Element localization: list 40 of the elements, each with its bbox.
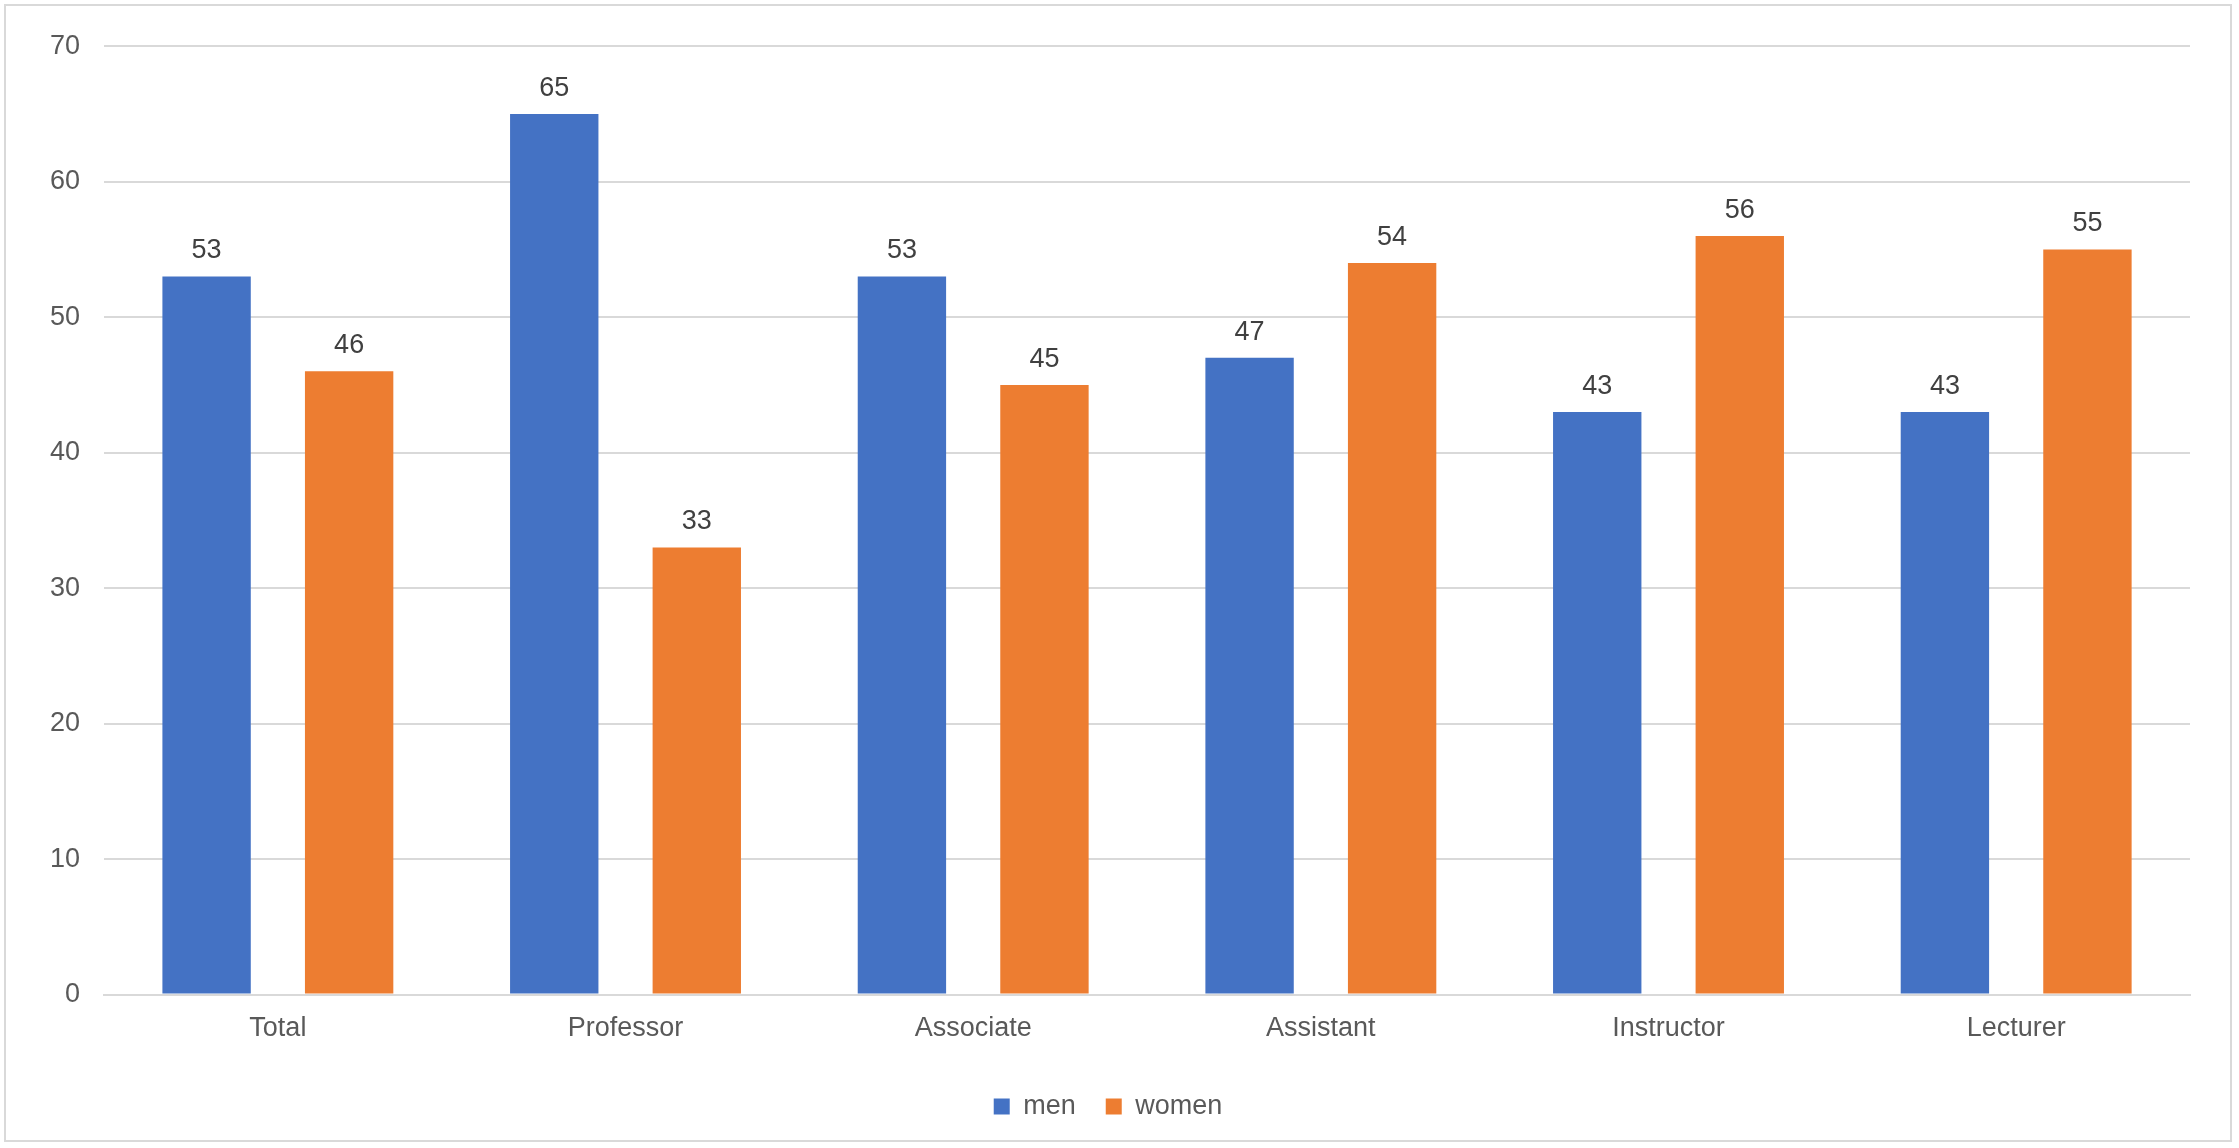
- bar: [1553, 412, 1642, 994]
- x-tick-label: Lecturer: [1966, 1012, 2066, 1043]
- bar: [2043, 249, 2132, 994]
- y-tick-label: 50: [49, 300, 81, 331]
- bar: [857, 276, 947, 994]
- data-label: 45: [1029, 342, 1060, 373]
- data-label: 53: [191, 234, 222, 265]
- data-label: 47: [1234, 315, 1265, 346]
- bar: [510, 113, 599, 994]
- data-label: 55: [2072, 207, 2103, 238]
- data-label: 46: [334, 329, 365, 360]
- bar: [304, 371, 394, 994]
- y-tick-label: 30: [49, 571, 81, 602]
- data-label: 54: [1377, 220, 1408, 251]
- data-label: 33: [681, 505, 712, 536]
- x-tick-label: Assistant: [1266, 1012, 1377, 1043]
- data-label: 56: [1724, 193, 1755, 224]
- y-tick-label: 0: [65, 978, 81, 1009]
- data-label: 43: [1582, 369, 1613, 400]
- y-tick-label: 20: [49, 707, 81, 738]
- data-label: 53: [886, 234, 917, 265]
- data-label: 65: [539, 71, 570, 102]
- y-tick-label: 60: [49, 165, 81, 196]
- bar: [652, 547, 741, 994]
- legend-label: men: [1023, 1089, 1076, 1120]
- bar: [1347, 262, 1437, 994]
- y-tick-label: 70: [49, 29, 81, 60]
- x-tick-label: Associate: [914, 1012, 1032, 1043]
- bar: [162, 276, 251, 994]
- x-tick-label: Total: [249, 1012, 307, 1043]
- bar: [1900, 412, 1990, 994]
- bar: [1695, 235, 1784, 994]
- bar: [1000, 384, 1089, 994]
- x-tick-label: Instructor: [1612, 1012, 1725, 1043]
- bar: [1205, 357, 1294, 994]
- x-tick-label: Professor: [567, 1012, 684, 1043]
- y-tick-label: 10: [49, 842, 81, 873]
- y-tick-label: 40: [49, 436, 81, 467]
- legend-label: women: [1134, 1089, 1223, 1120]
- data-label: 43: [1929, 369, 1960, 400]
